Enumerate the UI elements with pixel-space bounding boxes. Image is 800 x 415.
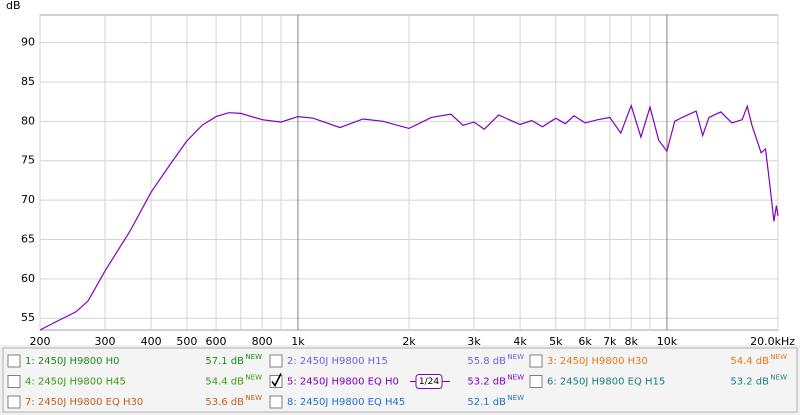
new-badge: NEW [245,394,262,402]
trace-level: 55.8 dB [467,356,506,367]
check-mark [271,373,282,388]
new-badge: NEW [770,353,787,361]
trace-label: 2: 2450J H9800 H15 [287,356,388,367]
x-tick-label: 10k [657,335,678,348]
x-tick-label: 2k [402,335,416,348]
x-tick-label: 5k [549,335,563,348]
x-tick-label: 6k [578,335,592,348]
trace-line [39,103,779,331]
trace-checkbox[interactable] [7,354,21,368]
y-tick-label: 90 [21,36,35,49]
y-tick-label: 55 [21,311,35,324]
x-tick-label: 300 [94,335,115,348]
y-tick-label: 60 [21,272,35,285]
trace-level: 57.1 dB [205,356,244,367]
new-badge: NEW [245,353,262,361]
trace-label: 5: 2450J H9800 EQ H0 [287,377,399,388]
trace-checkbox[interactable] [7,395,21,409]
trace-level: 53.6 dB [205,397,244,408]
smoothing-box [415,374,443,389]
trace-label: 8: 2450J H9800 EQ H45 [287,397,405,408]
trace-label: 7: 2450J H9800 EQ H30 [25,397,143,408]
x-tick-label: 500 [176,335,197,348]
x-tick-label: 800 [252,335,273,348]
y-tick-label: 65 [21,232,35,245]
trace-level: 54.4 dB [205,377,244,388]
trace-checkbox[interactable] [529,354,543,368]
y-axis-label: dB [6,0,21,12]
y-tick-label: 70 [21,193,35,206]
x-tick-label: 1k [291,335,305,348]
trace-checkbox[interactable] [269,395,283,409]
x-tick-label: 7k [603,335,617,348]
trace-level: 54.4 dB [730,356,769,367]
new-badge: NEW [770,374,787,382]
trace-label: 4: 2450J H9800 H45 [25,377,126,388]
y-tick-label: 80 [21,114,35,127]
y-tick-label: 85 [21,75,35,88]
x-tick-label: 3k [467,335,481,348]
trace-level: 53.2 dB [467,377,506,388]
trace-label: 3: 2450J H9800 H30 [547,356,648,367]
trace-label: 1: 2450J H9800 H0 [25,356,120,367]
trace-checkbox[interactable] [529,375,543,388]
x-tick-label: 4k [513,335,527,348]
trace-level: 52.1 dB [467,397,506,408]
y-tick-label: 75 [21,154,35,167]
trace-checkbox[interactable] [269,354,283,368]
trace-checkbox[interactable] [7,375,21,388]
x-tick-label: 200 [30,335,51,348]
trace-label: 6: 2450J H9800 EQ H15 [547,377,665,388]
legend-panel [2,347,798,413]
x-tick-label: 400 [141,335,162,348]
smoothing-label: 1/24 [419,377,439,387]
new-badge: NEW [507,353,524,361]
x-tick-label: 600 [206,335,227,348]
new-badge: NEW [507,374,524,382]
new-badge: NEW [507,394,524,402]
new-badge: NEW [245,374,262,382]
x-tick-label: 20.0kHz [750,335,795,348]
x-tick-label: 8k [624,335,638,348]
trace-checkbox[interactable] [269,375,283,388]
trace-level: 53.2 dB [730,377,769,388]
